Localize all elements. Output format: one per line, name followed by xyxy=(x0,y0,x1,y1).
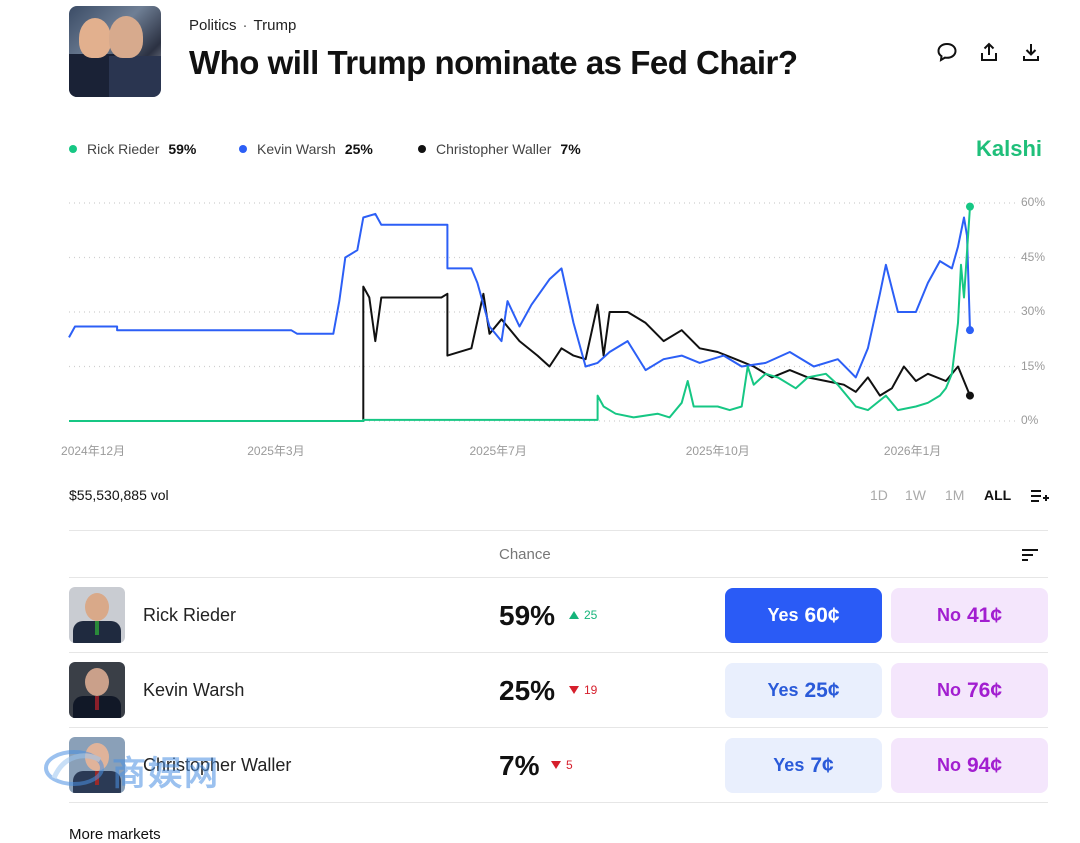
outcome-name[interactable]: Rick Rieder xyxy=(143,605,237,625)
x-tick-label: 2025年10月 xyxy=(685,444,750,458)
volume-label: $55,530,885 vol xyxy=(69,487,169,503)
legend-pct: 59% xyxy=(168,141,197,157)
avatar-rick-rieder xyxy=(69,587,125,643)
legend-pct: 7% xyxy=(560,141,581,157)
y-tick-label: 0% xyxy=(1021,413,1039,427)
kalshi-logo[interactable]: Kalshi xyxy=(976,136,1043,161)
breadcrumb: Politics · Trump xyxy=(189,17,297,34)
legend-dot xyxy=(69,145,77,153)
series-line-rick-rieder[interactable] xyxy=(69,206,971,422)
yes-button[interactable]: Yes 25¢ xyxy=(725,663,882,718)
comment-button[interactable] xyxy=(935,40,959,64)
change-badge: 5 xyxy=(550,758,573,772)
range-all[interactable]: ALL xyxy=(984,487,1012,503)
no-button[interactable]: No 41¢ xyxy=(891,588,1048,643)
share-button[interactable] xyxy=(977,40,1001,64)
range-1w[interactable]: 1W xyxy=(905,487,926,503)
legend-dot xyxy=(239,145,247,153)
outcome-chance: 25% xyxy=(499,675,556,706)
outcome-chance: 59% xyxy=(499,600,556,631)
divider xyxy=(69,802,1048,803)
triangle-down-icon xyxy=(551,761,561,769)
outcome-chance: 7% xyxy=(499,750,540,781)
divider xyxy=(69,652,1048,653)
watermark: 商娱网 xyxy=(40,742,280,794)
no-button[interactable]: No 76¢ xyxy=(891,663,1048,718)
divider xyxy=(69,577,1048,578)
x-tick-label: 2026年1月 xyxy=(883,444,942,458)
legend-name: Kevin Warsh xyxy=(257,141,336,157)
market-thumbnail xyxy=(69,6,161,97)
list-add-icon xyxy=(1031,490,1049,502)
chat-bubble-icon xyxy=(937,42,957,62)
chart-settings-button[interactable] xyxy=(1028,484,1052,508)
outcome-name[interactable]: Christopher Waller xyxy=(143,755,292,775)
series-line-kevin-warsh[interactable] xyxy=(68,212,971,379)
download-icon xyxy=(1023,44,1039,61)
legend-name: Rick Rieder xyxy=(87,141,160,157)
legend-dot xyxy=(418,145,426,153)
x-tick-label: 2024年12月 xyxy=(61,444,126,458)
x-tick-label: 2025年3月 xyxy=(247,444,305,458)
change-badge: 19 xyxy=(568,683,597,697)
legend-item-christopher-waller[interactable]: Christopher Waller 7% xyxy=(418,141,581,157)
yes-button[interactable]: Yes 60¢ xyxy=(725,588,882,643)
range-1m[interactable]: 1M xyxy=(945,487,965,503)
y-tick-label: 45% xyxy=(1021,249,1046,264)
avatar-kevin-warsh xyxy=(69,662,125,718)
series-line-christopher-waller[interactable] xyxy=(69,285,971,422)
sort-button[interactable] xyxy=(1018,543,1042,567)
page-title: Who will Trump nominate as Fed Chair? xyxy=(189,44,798,81)
range-1d[interactable]: 1D xyxy=(870,487,888,503)
triangle-down-icon xyxy=(569,686,579,694)
no-button[interactable]: No 94¢ xyxy=(891,738,1048,793)
watermark-logo-icon xyxy=(44,750,104,786)
legend-pct: 25% xyxy=(344,141,373,157)
triangle-up-icon xyxy=(569,611,579,619)
y-tick-label: 30% xyxy=(1021,304,1046,318)
breadcrumb-trump[interactable]: Trump xyxy=(253,17,297,34)
price-chart[interactable] xyxy=(0,180,1080,430)
series-endpoint-christopher-waller xyxy=(965,391,974,400)
share-icon xyxy=(981,42,997,61)
divider xyxy=(69,727,1048,728)
outcome-name[interactable]: Kevin Warsh xyxy=(143,680,245,700)
series-endpoint-kevin-warsh xyxy=(965,326,974,335)
y-tick-label: 60% xyxy=(1021,195,1046,209)
yes-button[interactable]: Yes 7¢ xyxy=(725,738,882,793)
legend-item-kevin-warsh[interactable]: Kevin Warsh 25% xyxy=(239,141,373,157)
legend-name: Christopher Waller xyxy=(436,141,552,157)
y-tick-label: 15% xyxy=(1021,358,1046,373)
breadcrumb-politics[interactable]: Politics xyxy=(189,17,237,34)
chance-column-header: Chance xyxy=(499,546,551,563)
change-badge: 25 xyxy=(568,608,597,622)
divider xyxy=(69,530,1048,531)
download-button[interactable] xyxy=(1019,40,1043,64)
legend-item-rick-rieder[interactable]: Rick Rieder 59% xyxy=(69,141,196,157)
x-tick-label: 2025年7月 xyxy=(469,444,527,458)
sort-icon xyxy=(1022,549,1038,561)
series-endpoint-rick-rieder xyxy=(965,202,974,211)
more-markets-heading: More markets xyxy=(69,826,161,843)
